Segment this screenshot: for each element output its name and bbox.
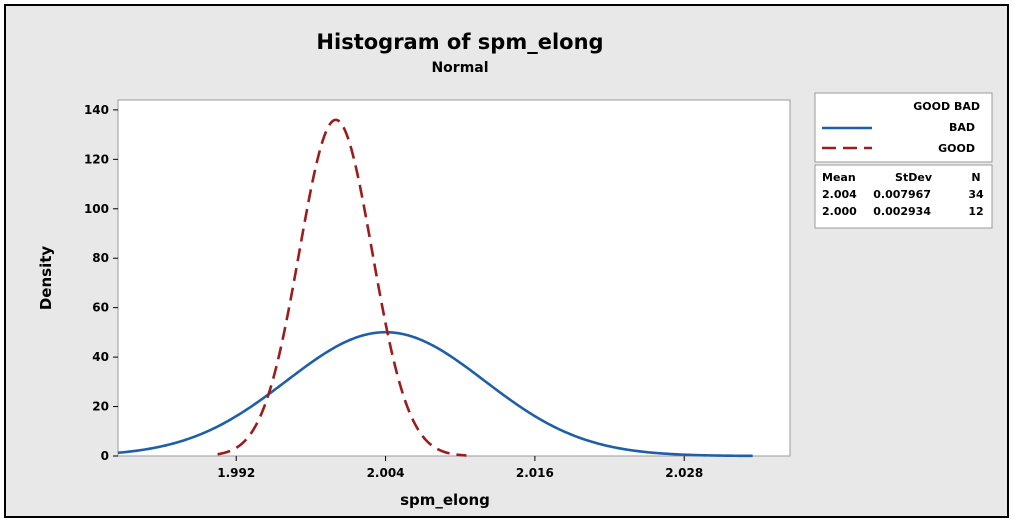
x-axis-label: spm_elong: [400, 491, 490, 509]
series-line-bad: [117, 330, 753, 458]
y-axis-label: Density: [37, 246, 55, 311]
legend-label-good: GOOD: [938, 142, 975, 155]
stats-header-stdev: StDev: [895, 171, 933, 184]
y-tick-label: 120: [84, 152, 109, 166]
y-tick-label: 60: [92, 301, 109, 315]
x-tick-label: 1.992: [217, 466, 255, 480]
x-tick-label: 2.004: [367, 466, 405, 480]
series-line-good: [217, 118, 467, 457]
plot-area: [117, 99, 791, 457]
legend-title: GOOD BAD: [913, 100, 980, 113]
y-axis: 0 20 40 60 80 100 120 140: [84, 103, 118, 463]
y-tick-label: 0: [101, 449, 109, 463]
chart-title: Histogram of spm_elong: [316, 30, 603, 54]
stats-header-mean: Mean: [822, 171, 856, 184]
stats-row-bad-n: 34: [968, 188, 984, 201]
x-tick-label: 2.016: [516, 466, 554, 480]
stats-header-n: N: [971, 171, 980, 184]
stats-row-bad-mean: 2.004: [822, 188, 857, 201]
stats-row-good-stdev: 0.002934: [873, 205, 931, 218]
y-tick-label: 100: [84, 202, 109, 216]
stats-row-good-mean: 2.000: [822, 205, 857, 218]
stats-row-good-n: 12: [968, 205, 983, 218]
legend-label-bad: BAD: [949, 121, 975, 134]
stats-row-bad-stdev: 0.007967: [873, 188, 931, 201]
chart-subtitle: Normal: [431, 60, 488, 76]
series-layer: [117, 118, 753, 458]
y-tick-label: 80: [92, 251, 109, 265]
y-tick-label: 140: [84, 103, 109, 117]
x-axis: 1.992 2.004 2.016 2.028: [217, 456, 703, 480]
stats-box: [814, 164, 993, 229]
y-tick-label: 20: [92, 400, 109, 414]
y-tick-label: 40: [92, 350, 109, 364]
x-tick-label: 2.028: [665, 466, 703, 480]
